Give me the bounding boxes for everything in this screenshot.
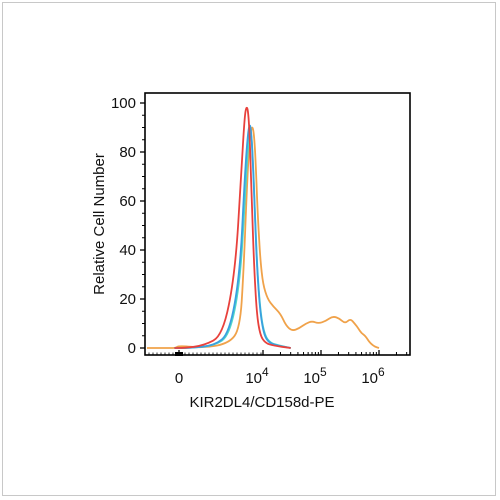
x-tick-exponent: 6 [378, 365, 385, 379]
x-tick-label: 105 [303, 365, 327, 387]
y-axis-label: Relative Cell Number [91, 153, 108, 295]
x-tick-exponent: 4 [262, 365, 269, 379]
y-tick-label: 20 [119, 291, 136, 308]
zero-marker [175, 352, 183, 356]
y-axis: 0 20 40 60 80 100 [111, 95, 145, 357]
histogram-series-3 [147, 126, 380, 349]
plot-border [144, 92, 411, 356]
x-tick-label: 0 [175, 370, 183, 387]
x-tick-label: 106 [361, 365, 385, 387]
plot-area [144, 92, 411, 356]
x-axis-label: KIR2DL4/CD158d-PE [189, 394, 334, 411]
y-tick-label: 60 [119, 193, 136, 210]
y-tick-label: 80 [119, 144, 136, 161]
histogram-series-1 [174, 124, 291, 349]
y-tick-label: 100 [111, 95, 136, 112]
x-tick-exponent: 5 [320, 365, 327, 379]
series-layer [147, 106, 380, 349]
histogram-series-0 [174, 106, 291, 349]
y-tick-label: 0 [128, 340, 136, 357]
y-tick-label: 40 [119, 242, 136, 259]
x-tick-label: 104 [245, 365, 269, 387]
